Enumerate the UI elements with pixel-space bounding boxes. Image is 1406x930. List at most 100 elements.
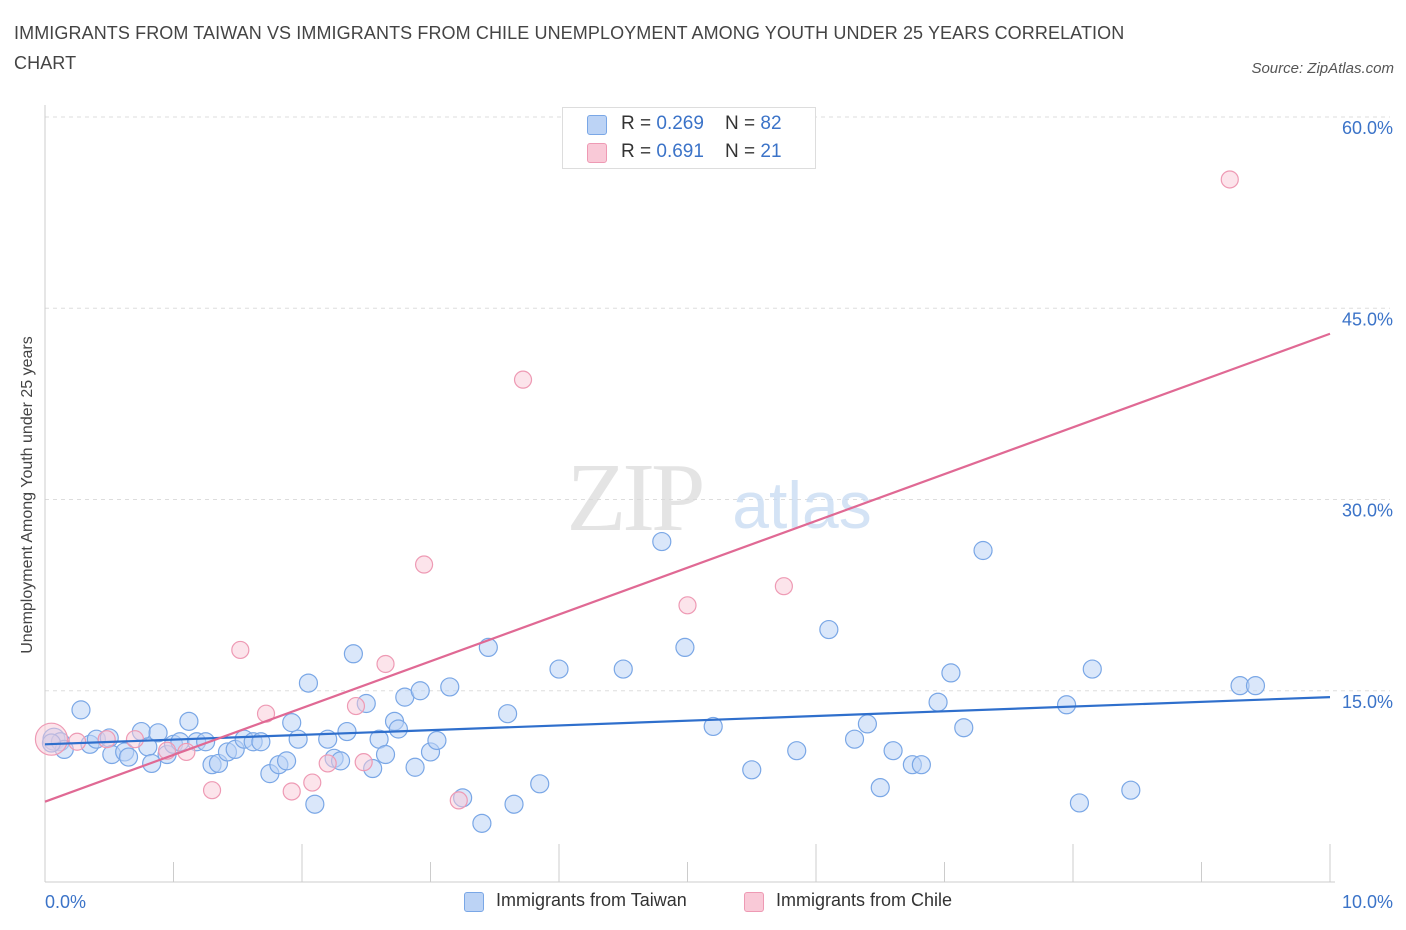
chile-point (1220, 170, 1239, 189)
taiwan-point (954, 718, 974, 738)
taiwan-point (530, 774, 550, 794)
taiwan-point (703, 716, 723, 737)
y-tick-label-0: 15.0% (1342, 692, 1393, 712)
chile-point (449, 791, 468, 810)
n-value: 21 (760, 141, 782, 162)
taiwan-point (870, 778, 890, 798)
chile-swatch (587, 143, 607, 163)
chile-point (678, 596, 697, 615)
chile-point (354, 753, 373, 772)
chile-point (125, 730, 145, 749)
taiwan-point (844, 729, 865, 749)
taiwan-point (941, 663, 961, 683)
taiwan-point (282, 713, 302, 733)
taiwan-point (388, 719, 408, 739)
chile-trend-line (44, 332, 1331, 803)
taiwan-point (911, 755, 931, 775)
chile-legend-swatch (744, 892, 764, 912)
chile-point (34, 722, 69, 756)
y-axis-label: Unemployment Among Youth under 25 years (19, 336, 36, 654)
watermark-atlas: atlas (732, 468, 871, 542)
x-tick-label-0: 0.0% (45, 892, 86, 912)
chile-legend-label: Immigrants from Chile (776, 890, 953, 910)
taiwan-point (276, 751, 297, 771)
taiwan-point (498, 704, 518, 724)
y-tick-label-3: 60.0% (1342, 118, 1393, 138)
r-label: R = (621, 113, 657, 134)
legend-row-taiwan-text: R = 0.269 N = 82 (621, 113, 782, 135)
chile-point (231, 640, 250, 660)
taiwan-point (337, 721, 357, 742)
taiwan-point (1069, 793, 1090, 813)
watermark-zip: ZIP (567, 444, 702, 552)
chile-point (376, 654, 395, 674)
taiwan-point (549, 659, 569, 679)
taiwan-point (118, 747, 139, 767)
n-label: N = (725, 141, 761, 162)
y-tick-labels: 15.0% 30.0% 45.0% 60.0% (1342, 118, 1393, 712)
series-legend: Immigrants from Taiwan Immigrants from C… (0, 889, 1406, 915)
n-value: 82 (760, 113, 782, 134)
taiwan-point (883, 741, 903, 761)
taiwan-point (343, 644, 363, 664)
taiwan-point (472, 813, 492, 833)
taiwan-points (41, 531, 1266, 833)
gridlines (45, 116, 1390, 692)
taiwan-point (652, 531, 672, 552)
y-tick-label-1: 30.0% (1342, 501, 1393, 521)
r-value: 0.691 (656, 141, 704, 162)
chile-point (414, 555, 434, 574)
chile-point (282, 782, 301, 801)
taiwan-point (405, 757, 425, 777)
chile-point (68, 732, 87, 751)
legend-row-chile-text: R = 0.691 N = 21 (621, 141, 782, 163)
taiwan-point (857, 714, 878, 734)
r-value: 0.269 (656, 113, 704, 134)
n-label: N = (725, 113, 761, 134)
taiwan-point (427, 730, 447, 751)
chile-point (318, 754, 337, 773)
trend-lines (44, 332, 1331, 803)
taiwan-point (440, 677, 460, 697)
taiwan-point (1082, 659, 1102, 679)
chile-point (346, 696, 366, 716)
x-tick-labels: 0.0% 10.0% (45, 892, 1393, 912)
taiwan-point (410, 681, 430, 701)
taiwan-point (298, 673, 319, 693)
chart-title: IMMIGRANTS FROM TAIWAN VS IMMIGRANTS FRO… (14, 23, 1125, 73)
chile-point (774, 577, 793, 596)
taiwan-legend-swatch (464, 892, 484, 912)
taiwan-point (928, 692, 948, 712)
r-label: R = (621, 141, 657, 162)
taiwan-point (288, 729, 308, 749)
taiwan-point (819, 619, 839, 640)
taiwan-point (973, 540, 993, 561)
chile-point (513, 370, 533, 389)
chile-point (97, 730, 116, 749)
taiwan-swatch (587, 115, 607, 135)
taiwan-point (1056, 695, 1077, 715)
taiwan-point (305, 794, 325, 814)
taiwan-point (742, 760, 762, 780)
x-tick-label-1: 10.0% (1342, 892, 1393, 912)
taiwan-trend-line (44, 696, 1331, 746)
taiwan-point (1121, 780, 1141, 800)
taiwan-point (179, 711, 199, 731)
y-tick-label-2: 45.0% (1342, 309, 1393, 329)
chile-point (202, 781, 222, 800)
taiwan-point (675, 637, 695, 658)
source-label: Source: ZipAtlas.com (1251, 60, 1394, 77)
taiwan-point (71, 700, 91, 720)
taiwan-point (504, 794, 524, 814)
chile-points (34, 170, 1239, 810)
taiwan-point (375, 744, 396, 765)
chile-point (303, 773, 322, 792)
taiwan-legend-label: Immigrants from Taiwan (496, 890, 687, 910)
taiwan-point (1245, 676, 1266, 696)
correlation-legend: R = 0.269 N = 82 R = 0.691 N = 21 (562, 107, 816, 169)
taiwan-point (148, 723, 168, 743)
taiwan-point (613, 659, 633, 679)
taiwan-point (787, 741, 807, 761)
watermark: ZIP atlas (567, 444, 872, 552)
